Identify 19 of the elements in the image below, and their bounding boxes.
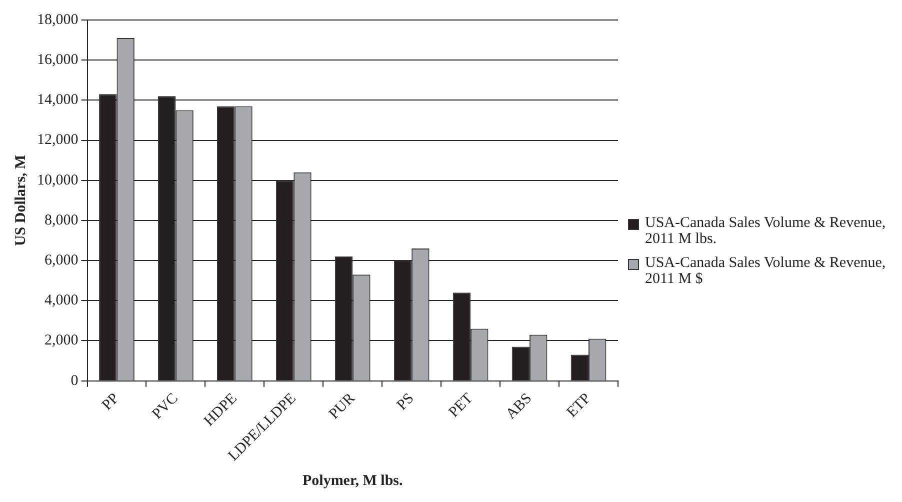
x-tick-label: PP: [99, 390, 122, 414]
y-axis-title: US Dollars, M: [12, 154, 29, 246]
x-tick-label: PUR: [326, 390, 358, 422]
y-tick-label: 4,000: [44, 292, 78, 309]
y-tick-label: 6,000: [44, 252, 78, 268]
y-tick-label: 2,000: [44, 332, 78, 349]
y-tick-label: 10,000: [37, 172, 78, 188]
legend-label: USA-Canada Sales Volume & Revenue, 2011 M lbs.: [645, 215, 887, 247]
x-tick-label: ETP: [564, 390, 594, 421]
y-tick-label: 14,000: [37, 92, 78, 108]
x-tick-label: PET: [446, 390, 476, 421]
x-axis-title: Polymer, M lbs.: [302, 472, 404, 489]
y-tick-label: 8,000: [44, 212, 78, 228]
y-tick-label: 18,000: [37, 12, 78, 28]
y-tick-label: 16,000: [37, 52, 78, 68]
legend-label: USA-Canada Sales Volume & Revenue, 2011 M $: [645, 255, 887, 287]
x-tick-label: PS: [394, 390, 418, 414]
y-tick-label: 12,000: [37, 132, 78, 148]
y-tick-label: 0: [70, 372, 78, 389]
